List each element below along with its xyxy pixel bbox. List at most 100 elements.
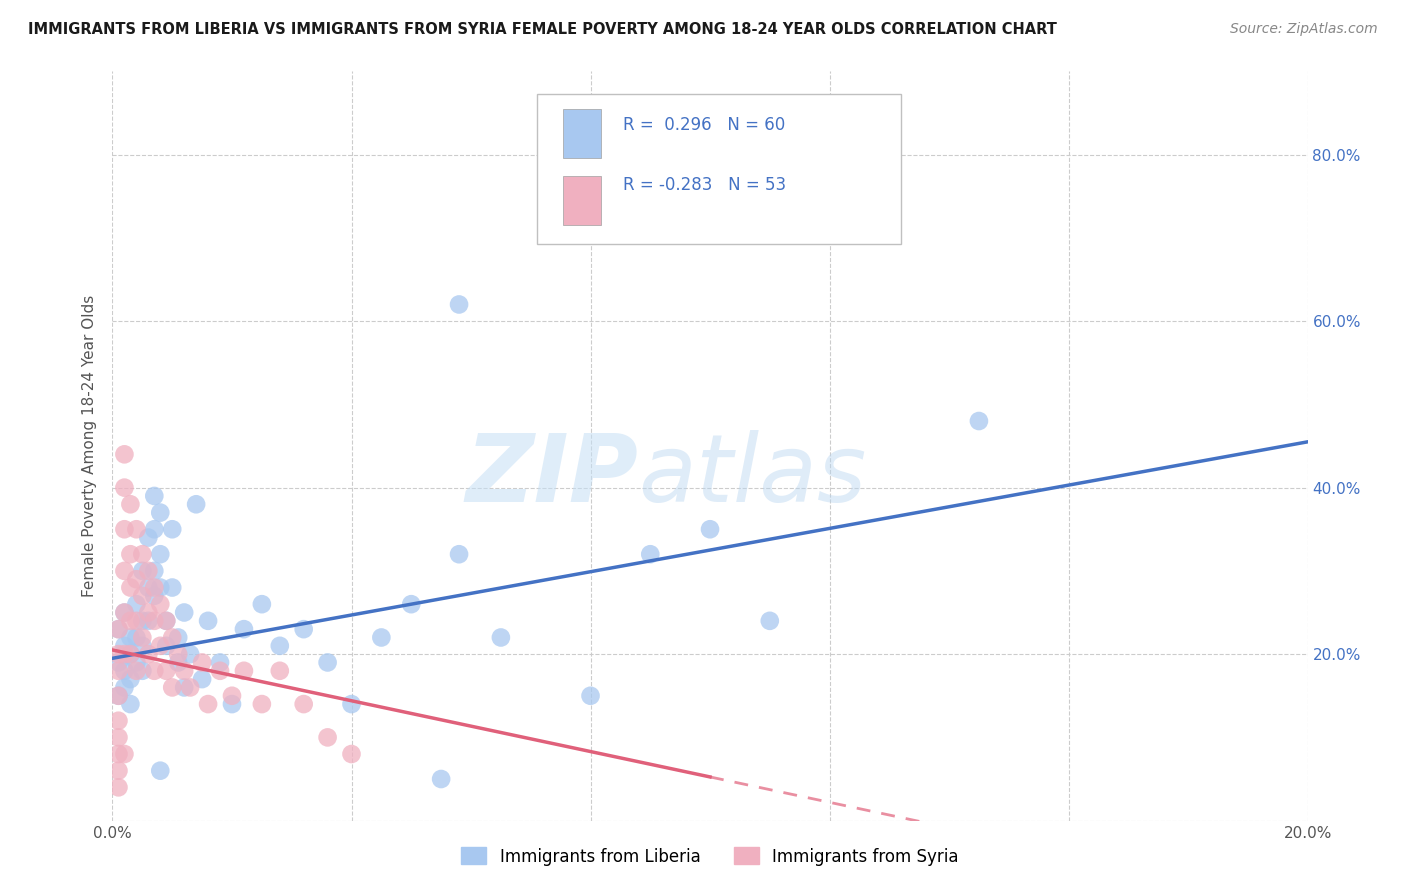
Point <box>149 506 172 520</box>
Point <box>131 631 153 645</box>
Point <box>197 614 219 628</box>
Point <box>107 656 129 670</box>
Point <box>107 714 129 728</box>
Point <box>125 572 148 586</box>
Point <box>269 664 291 678</box>
Point <box>449 297 471 311</box>
Point <box>107 622 129 636</box>
Point <box>221 697 243 711</box>
Point <box>114 747 135 761</box>
Point <box>149 639 172 653</box>
Point <box>233 664 256 678</box>
Point <box>120 547 142 561</box>
Point <box>120 614 142 628</box>
Point <box>120 647 142 661</box>
FancyBboxPatch shape <box>562 177 602 225</box>
Point <box>143 564 166 578</box>
Point <box>107 664 129 678</box>
Point <box>162 522 183 536</box>
Point <box>143 614 166 628</box>
Point <box>449 547 471 561</box>
Point <box>162 581 183 595</box>
Point <box>221 689 243 703</box>
Legend: Immigrants from Liberia, Immigrants from Syria: Immigrants from Liberia, Immigrants from… <box>454 841 966 872</box>
Point <box>114 639 135 653</box>
Point <box>699 522 721 536</box>
Point <box>114 447 135 461</box>
Point <box>125 631 148 645</box>
Point <box>138 531 160 545</box>
Point <box>120 672 142 686</box>
Point <box>107 731 129 745</box>
Point <box>114 664 135 678</box>
Point <box>430 772 453 786</box>
Point <box>269 639 291 653</box>
Point <box>316 731 339 745</box>
Point <box>167 631 190 645</box>
Point <box>107 647 129 661</box>
Point <box>120 647 142 661</box>
Point <box>179 681 201 695</box>
Point <box>579 689 602 703</box>
Text: atlas: atlas <box>638 431 866 522</box>
Point <box>209 656 232 670</box>
Point <box>107 747 129 761</box>
Point <box>125 664 148 678</box>
Point <box>131 589 153 603</box>
Y-axis label: Female Poverty Among 18-24 Year Olds: Female Poverty Among 18-24 Year Olds <box>82 295 97 597</box>
FancyBboxPatch shape <box>537 94 901 244</box>
Point <box>149 764 172 778</box>
Point <box>340 747 363 761</box>
FancyBboxPatch shape <box>562 109 602 158</box>
Point <box>107 689 129 703</box>
Point <box>186 497 208 511</box>
Point <box>143 581 166 595</box>
Point <box>125 597 148 611</box>
Point <box>370 631 392 645</box>
Point <box>138 614 160 628</box>
Point <box>125 614 148 628</box>
Point <box>107 780 129 795</box>
Point <box>114 681 135 695</box>
Point <box>131 564 153 578</box>
Point <box>155 614 177 628</box>
Point <box>155 614 177 628</box>
Point <box>155 664 177 678</box>
Point <box>149 581 172 595</box>
Point <box>489 631 512 645</box>
Point <box>120 497 142 511</box>
Text: Source: ZipAtlas.com: Source: ZipAtlas.com <box>1230 22 1378 37</box>
Point <box>114 522 135 536</box>
Point <box>197 697 219 711</box>
Point <box>131 664 153 678</box>
Point <box>191 672 214 686</box>
Point <box>114 481 135 495</box>
Point <box>107 622 129 636</box>
Point <box>162 631 183 645</box>
Point <box>138 606 160 620</box>
Point <box>114 606 135 620</box>
Point <box>759 614 782 628</box>
Point <box>149 547 172 561</box>
Point <box>209 664 232 678</box>
Point <box>292 622 315 636</box>
Point <box>162 681 183 695</box>
Point <box>107 764 129 778</box>
Point <box>120 697 142 711</box>
Text: IMMIGRANTS FROM LIBERIA VS IMMIGRANTS FROM SYRIA FEMALE POVERTY AMONG 18-24 YEAR: IMMIGRANTS FROM LIBERIA VS IMMIGRANTS FR… <box>28 22 1057 37</box>
Point <box>173 664 195 678</box>
Point <box>640 547 662 561</box>
Point <box>340 697 363 711</box>
Point <box>316 656 339 670</box>
Point <box>131 547 153 561</box>
Point <box>143 664 166 678</box>
Text: R =  0.296   N = 60: R = 0.296 N = 60 <box>623 116 785 135</box>
Point <box>131 639 153 653</box>
Point <box>120 631 142 645</box>
Point <box>138 564 160 578</box>
Point <box>173 606 195 620</box>
Point <box>120 581 142 595</box>
Point <box>167 647 190 661</box>
Point <box>250 697 273 711</box>
Point <box>143 489 166 503</box>
